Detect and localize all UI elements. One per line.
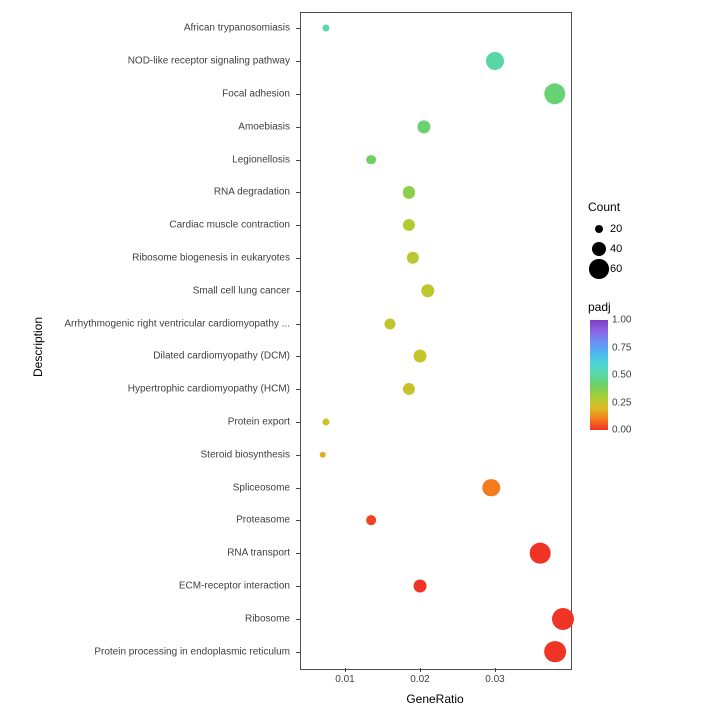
y-tick: [296, 488, 300, 489]
y-tick-label: Focal adhesion: [10, 89, 290, 100]
y-tick: [296, 422, 300, 423]
y-tick-label: Steroid biosynthesis: [10, 449, 290, 460]
y-tick-label: RNA transport: [10, 548, 290, 559]
x-tick: [345, 668, 346, 672]
x-tick-label: 0.03: [485, 674, 504, 685]
y-tick: [296, 619, 300, 620]
x-tick-label: 0.01: [335, 674, 354, 685]
color-legend-title: padj: [588, 300, 611, 314]
y-tick: [296, 94, 300, 95]
y-tick: [296, 586, 300, 587]
y-tick-label: Small cell lung cancer: [10, 285, 290, 296]
y-tick: [296, 455, 300, 456]
y-tick: [296, 28, 300, 29]
y-tick: [296, 389, 300, 390]
size-legend-title: Count: [588, 200, 622, 214]
y-tick-label: Proteasome: [10, 515, 290, 526]
colorbar-tick-label: 0.00: [612, 425, 631, 436]
y-tick: [296, 652, 300, 653]
y-tick-label: Spliceosome: [10, 482, 290, 493]
size-legend-row: 60: [588, 260, 622, 278]
y-tick-label: Cardiac muscle contraction: [10, 220, 290, 231]
size-legend-label: 60: [610, 263, 622, 275]
size-legend-label: 40: [610, 243, 622, 255]
y-tick-label: NOD-like receptor signaling pathway: [10, 56, 290, 67]
data-point: [366, 155, 376, 165]
y-tick: [296, 160, 300, 161]
data-point: [530, 543, 551, 564]
legend-dot-icon: [595, 225, 604, 234]
y-tick-label: Ribosome biogenesis in eukaryotes: [10, 253, 290, 264]
colorbar: 0.000.250.500.751.00: [590, 320, 608, 430]
x-tick: [495, 668, 496, 672]
colorbar-tick-label: 1.00: [612, 315, 631, 326]
y-tick-label: African trypanosomiasis: [10, 23, 290, 34]
y-tick: [296, 324, 300, 325]
y-tick-label: Dilated cardiomyopathy (DCM): [10, 351, 290, 362]
colorbar-tick-label: 0.50: [612, 370, 631, 381]
y-tick: [296, 553, 300, 554]
y-tick-label: RNA degradation: [10, 187, 290, 198]
x-tick: [420, 668, 421, 672]
data-point: [414, 580, 427, 593]
size-legend-swatch: [588, 225, 610, 234]
data-point: [414, 350, 427, 363]
y-tick: [296, 61, 300, 62]
y-tick-label: Ribosome: [10, 613, 290, 624]
size-legend-row: 20: [588, 220, 622, 238]
y-tick-label: Amoebiasis: [10, 121, 290, 132]
y-tick-label: ECM-receptor interaction: [10, 581, 290, 592]
size-legend-row: 40: [588, 240, 622, 258]
y-tick: [296, 258, 300, 259]
y-tick: [296, 291, 300, 292]
legend-dot-icon: [589, 259, 608, 278]
y-tick-label: Protein export: [10, 417, 290, 428]
size-legend-swatch: [588, 242, 610, 256]
size-legend-label: 20: [610, 223, 622, 235]
y-tick: [296, 356, 300, 357]
data-point: [544, 641, 566, 663]
legend-dot-icon: [592, 242, 606, 256]
data-point: [552, 608, 574, 630]
colorbar-tick-label: 0.25: [612, 397, 631, 408]
color-legend: padj 0.000.250.500.751.00: [588, 300, 611, 430]
y-axis-label: Description: [31, 317, 45, 377]
data-point: [319, 452, 326, 459]
x-axis-label: GeneRatio: [406, 692, 463, 706]
y-tick-label: Hypertrophic cardiomyopathy (HCM): [10, 384, 290, 395]
data-point: [486, 52, 504, 70]
y-tick: [296, 127, 300, 128]
y-tick-label: Protein processing in endoplasmic reticu…: [10, 646, 290, 657]
data-point: [366, 516, 376, 526]
size-legend: Count 20 40 60: [588, 200, 622, 280]
y-tick-label: Legionellosis: [10, 154, 290, 165]
x-tick-label: 0.02: [410, 674, 429, 685]
dotplot-chart: African trypanosomiasis NOD-like receptor…: [0, 0, 709, 718]
plot-area: [300, 12, 572, 670]
y-tick: [296, 192, 300, 193]
size-legend-swatch: [588, 259, 610, 278]
y-tick: [296, 225, 300, 226]
y-tick: [296, 520, 300, 521]
colorbar-tick-label: 0.75: [612, 342, 631, 353]
y-tick-label: Arrhythmogenic right ventricular cardiom…: [10, 318, 290, 329]
